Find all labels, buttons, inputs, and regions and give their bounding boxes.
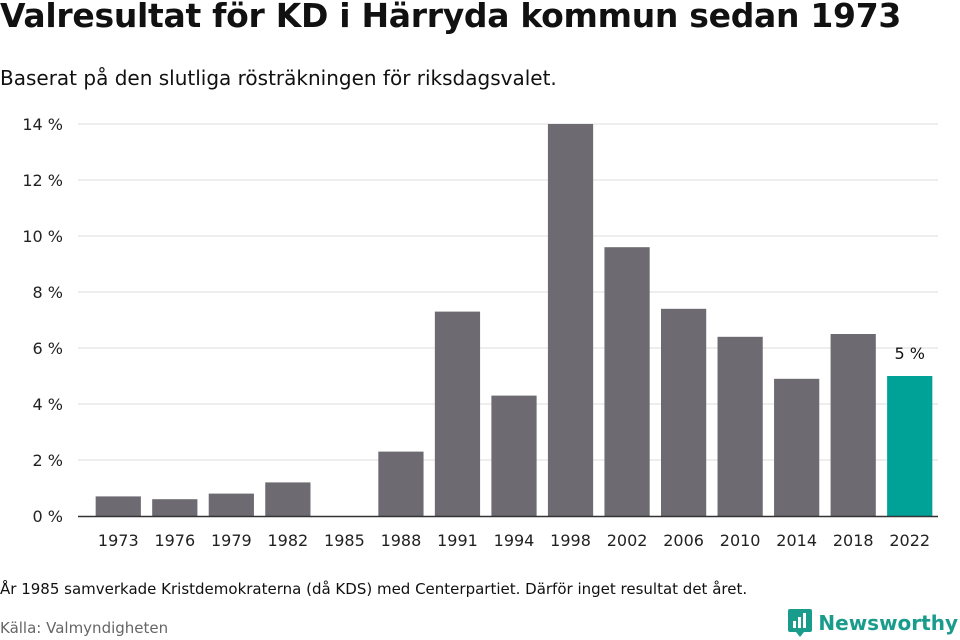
gridlines <box>78 123 938 461</box>
bar-2010 <box>717 336 763 516</box>
bar-1979 <box>208 493 254 516</box>
x-tick-label: 1988 <box>381 531 422 550</box>
bar-1991 <box>434 311 481 516</box>
x-tick-label: 1976 <box>154 531 195 550</box>
axes: 0 % 2 % 4 % 6 % 8 % 10 % 12 % 14 % 1973 1976 1979 1… <box>22 115 938 550</box>
x-tick-label: 2014 <box>776 531 817 550</box>
x-tick-label: 1973 <box>98 531 139 550</box>
chart-subtitle: Baserat på den slutliga rösträkningen fö… <box>0 66 557 90</box>
bar-2022 <box>887 376 933 516</box>
data-label: 5 % <box>894 344 924 363</box>
y-tick-label: 4 % <box>33 395 63 414</box>
source-note: Källa: Valmyndigheten <box>0 619 169 637</box>
x-tick-label: 2006 <box>663 531 704 550</box>
y-tick-label: 2 % <box>33 451 63 470</box>
y-tick-label: 12 % <box>22 171 63 190</box>
y-tick-label: 14 % <box>22 115 63 134</box>
newsworthy-logo-icon <box>788 609 813 637</box>
y-tick-label: 0 % <box>33 507 63 526</box>
bar-1994 <box>491 395 537 516</box>
y-tick-label: 8 % <box>33 283 63 302</box>
bar-2014 <box>774 378 820 516</box>
y-tick-label: 10 % <box>22 227 63 246</box>
x-tick-label: 1991 <box>437 531 478 550</box>
x-tick-label: 1985 <box>324 531 365 550</box>
x-tick-label: 1979 <box>211 531 252 550</box>
x-tick-label: 2022 <box>889 531 930 550</box>
x-tick-label: 2002 <box>607 531 648 550</box>
x-tick-label: 2018 <box>833 531 874 550</box>
bars <box>95 124 933 516</box>
bar-1976 <box>152 499 198 516</box>
y-tick-label: 6 % <box>33 339 63 358</box>
brand-logo: Newsworthy <box>787 608 958 638</box>
chart-title: Valresultat för KD i Härryda kommun seda… <box>0 0 902 35</box>
bar-chart: 0 % 2 % 4 % 6 % 8 % 10 % 12 % 14 % 1973 1976 1979 1… <box>22 115 938 550</box>
bar-1988 <box>378 451 424 516</box>
brand-name: Newsworthy <box>818 611 958 635</box>
bar-1973 <box>95 496 141 516</box>
x-tick-label: 1998 <box>550 531 591 550</box>
x-tick-label: 1994 <box>494 531 535 550</box>
x-tick-label: 1982 <box>268 531 309 550</box>
bar-1982 <box>265 482 311 516</box>
bar-2002 <box>604 247 650 516</box>
bar-2006 <box>660 308 707 516</box>
x-tick-label: 2010 <box>720 531 761 550</box>
bar-2018 <box>830 334 876 516</box>
bar-1998 <box>547 124 594 516</box>
footnote: År 1985 samverkade Kristdemokraterna (då… <box>0 580 748 598</box>
